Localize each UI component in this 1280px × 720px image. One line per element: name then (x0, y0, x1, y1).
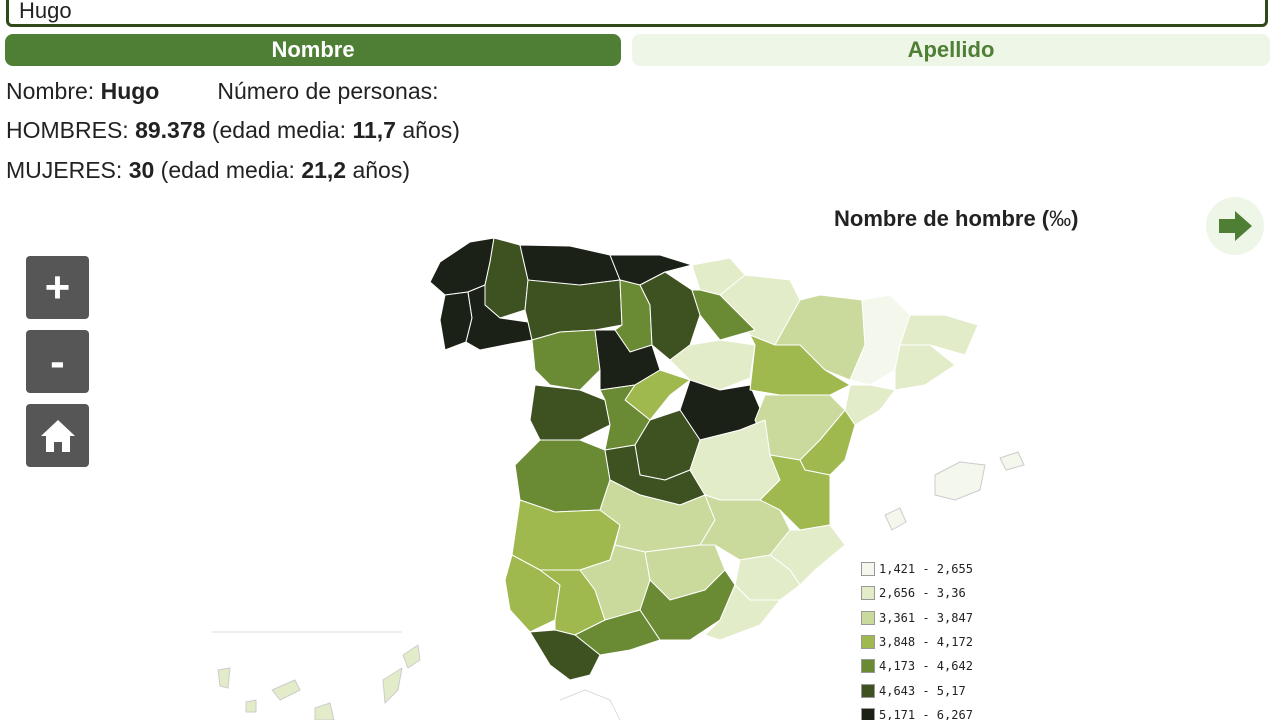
name-value: Hugo (100, 78, 160, 104)
legend-swatch (861, 586, 875, 601)
women-age-suffix: años) (346, 157, 411, 183)
legend-label: 3,848 - 4,172 (879, 635, 973, 650)
north-africa-coast (559, 689, 621, 720)
region-tenerife[interactable] (271, 679, 301, 701)
region-tarragona[interactable] (844, 384, 896, 426)
region-zamora[interactable] (531, 329, 601, 391)
women-label: MUJERES: (6, 157, 129, 183)
region-lanzarote[interactable] (402, 644, 421, 669)
search-input[interactable] (6, 0, 1268, 27)
region-almeria[interactable] (704, 584, 781, 641)
legend-label: 2,656 - 3,36 (879, 586, 966, 601)
legend-swatch (861, 659, 875, 674)
legend-item: 3,848 - 4,172 (861, 630, 973, 654)
legend-item: 5,171 - 6,267 (861, 703, 973, 720)
legend-label: 5,171 - 6,267 (879, 707, 973, 720)
region-caceres[interactable] (514, 439, 611, 513)
tab-nombre[interactable]: Nombre (5, 34, 621, 66)
men-info-line: HOMBRES: 89.378 (edad media: 11,7 años) (6, 117, 460, 144)
map-title-text: Nombre de hombre ( (834, 206, 1050, 231)
legend-swatch (861, 707, 875, 720)
region-gomera[interactable] (245, 699, 257, 713)
legend-swatch (861, 562, 875, 577)
men-label: HOMBRES: (6, 117, 136, 143)
map-legend: 1,421 - 2,655 2,656 - 3,36 3,361 - 3,847… (861, 557, 973, 720)
men-age-suffix: años) (395, 117, 460, 143)
region-asturias[interactable] (519, 244, 621, 286)
home-icon (40, 419, 75, 452)
region-gran-canaria[interactable] (314, 702, 335, 720)
women-count: 30 (128, 157, 155, 183)
region-cadiz[interactable] (529, 629, 601, 681)
next-map-button[interactable] (1206, 197, 1264, 255)
men-age-prefix: (edad media: (205, 117, 353, 143)
legend-label: 1,421 - 2,655 (879, 562, 973, 577)
region-mallorca[interactable] (934, 461, 986, 501)
women-info-line: MUJERES: 30 (edad media: 21,2 años) (6, 157, 410, 184)
zoom-out-button[interactable]: - (26, 330, 89, 393)
region-zaragoza[interactable] (749, 334, 851, 396)
legend-item: 4,173 - 4,642 (861, 654, 973, 678)
legend-item: 3,361 - 3,847 (861, 606, 973, 630)
legend-swatch (861, 683, 875, 698)
name-label: Nombre: (6, 78, 101, 104)
map-title-unit: ‰ (1049, 206, 1072, 231)
legend-swatch (861, 635, 875, 650)
name-info-line: Nombre: Hugo Número de personas: (6, 78, 439, 105)
persons-label: Número de personas: (217, 78, 439, 104)
zoom-in-button[interactable]: + (26, 256, 89, 319)
tab-apellido[interactable]: Apellido (632, 34, 1270, 66)
region-granada[interactable] (639, 569, 736, 641)
region-ibiza[interactable] (884, 507, 907, 531)
home-button[interactable] (26, 404, 89, 467)
legend-swatch (861, 610, 875, 625)
region-fuerteventura[interactable] (382, 667, 403, 704)
region-menorca[interactable] (999, 451, 1025, 471)
legend-label: 3,361 - 3,847 (879, 610, 973, 625)
women-age-prefix: (edad media: (154, 157, 302, 183)
map-title-close: ) (1071, 206, 1079, 231)
legend-item: 4,643 - 5,17 (861, 678, 973, 702)
region-soria[interactable] (669, 339, 756, 391)
legend-label: 4,173 - 4,642 (879, 659, 973, 674)
region-salamanca[interactable] (529, 384, 611, 441)
women-age: 21,2 (301, 157, 347, 183)
region-la-palma[interactable] (217, 667, 231, 689)
arrow-right-icon (1219, 211, 1252, 241)
legend-item: 1,421 - 2,655 (861, 557, 973, 581)
men-count: 89.378 (135, 117, 206, 143)
map-title: Nombre de hombre (‰) (834, 206, 1078, 232)
region-barcelona[interactable] (894, 344, 956, 391)
legend-item: 2,656 - 3,36 (861, 581, 973, 605)
region-la-rioja[interactable] (691, 289, 756, 341)
men-age: 11,7 (352, 117, 396, 143)
legend-label: 4,643 - 5,17 (879, 683, 966, 698)
